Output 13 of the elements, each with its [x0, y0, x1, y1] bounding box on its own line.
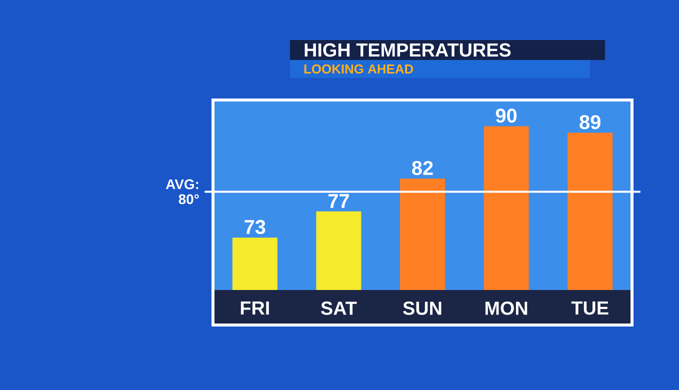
data-label: 82 — [412, 161, 433, 176]
x-tick-label: SUN — [403, 302, 442, 315]
chart-title: HIGH TEMPERATURES — [304, 43, 511, 57]
data-label: 77 — [328, 194, 349, 208]
ref-line-label: AVG: 80° — [166, 179, 199, 204]
chart-subtitle: LOOKING AHEAD — [304, 64, 414, 74]
data-label: 90 — [496, 108, 517, 123]
x-tick-label: TUE — [571, 302, 608, 315]
x-tick-label: FRI — [240, 302, 269, 315]
data-label: 89 — [580, 115, 600, 130]
x-tick-label: SAT — [321, 302, 357, 315]
data-label: 73 — [244, 220, 266, 234]
x-tick-label: MON — [485, 302, 528, 315]
